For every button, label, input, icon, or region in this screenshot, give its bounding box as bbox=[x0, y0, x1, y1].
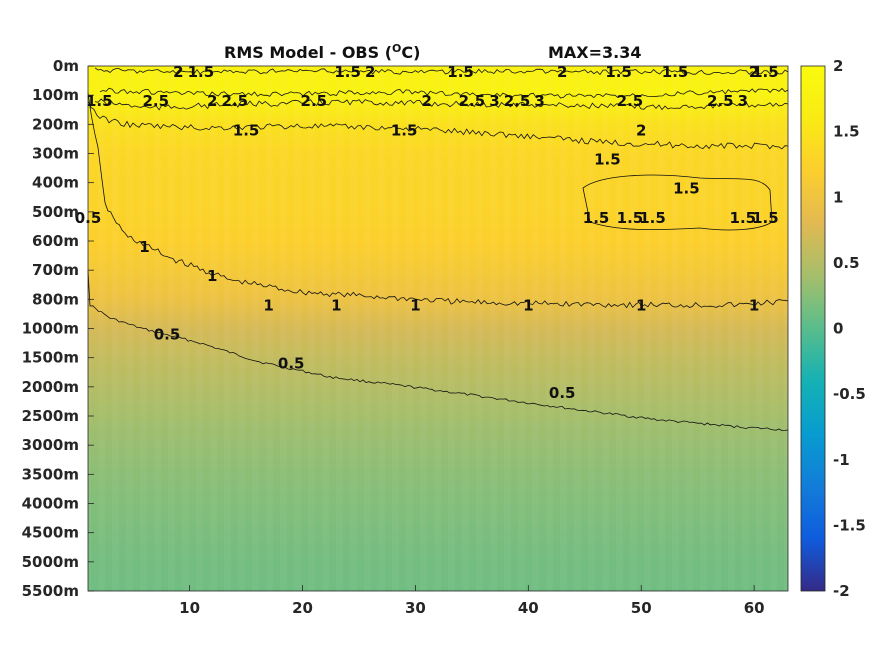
contour-label: 1 bbox=[207, 267, 217, 285]
y-tick-label: 500m bbox=[32, 203, 79, 221]
x-tick-label: 30 bbox=[405, 599, 426, 617]
contour-label: 1.5 bbox=[233, 121, 260, 139]
colorbar-tick-label: 0 bbox=[833, 320, 843, 338]
colorbar: 2 1.5 1 0.5 0 -0.5 -1 -1.5 -2 bbox=[800, 57, 866, 600]
contour-label: 1.5 bbox=[447, 63, 474, 81]
contour-2-line bbox=[94, 98, 789, 111]
y-tick-label: 4000m bbox=[22, 495, 79, 513]
x-tick-label: 60 bbox=[744, 599, 765, 617]
contour-label: 1.5 bbox=[730, 209, 757, 227]
y-tick-label: 800m bbox=[32, 290, 79, 308]
y-tick-label: 1500m bbox=[22, 349, 79, 367]
contour-label: 2 bbox=[749, 63, 759, 81]
colorbar-fill bbox=[800, 65, 826, 592]
x-tick-label: 10 bbox=[179, 599, 200, 617]
y-tick-label: 300m bbox=[32, 145, 79, 163]
y-tick-label: 0m bbox=[53, 57, 79, 75]
contour-label: 1.5 bbox=[86, 92, 113, 110]
colorbar-tick-label: -0.5 bbox=[833, 385, 866, 403]
contour-label: 2 bbox=[173, 63, 183, 81]
y-tick-label: 400m bbox=[32, 174, 79, 192]
contour-label: 2.5 bbox=[617, 92, 644, 110]
contour-label: 1.5 bbox=[639, 209, 666, 227]
contour-label: 1 bbox=[410, 296, 420, 314]
contour-label: 2.5 bbox=[707, 92, 734, 110]
contour-label: 2 bbox=[421, 92, 431, 110]
contour-label: 2 bbox=[207, 92, 217, 110]
contour-label: 2 bbox=[636, 121, 646, 139]
contour-label: 1.5 bbox=[188, 63, 215, 81]
contour-label: 2 bbox=[365, 63, 375, 81]
contour-label: 0.5 bbox=[154, 326, 181, 344]
heatmap-texture bbox=[88, 66, 788, 591]
contour-label: 2.5 bbox=[504, 92, 531, 110]
contour-label: 0.5 bbox=[549, 384, 576, 402]
contour-lines bbox=[87, 67, 789, 432]
y-tick-label: 200m bbox=[32, 115, 79, 133]
y-tick-label: 3000m bbox=[22, 436, 79, 454]
contour-label: 2.5 bbox=[459, 92, 486, 110]
contour-label: 2.5 bbox=[301, 92, 328, 110]
contour-label: 1.5 bbox=[594, 151, 621, 169]
contour-label: 3 bbox=[489, 92, 499, 110]
y-tick-label: 100m bbox=[32, 86, 79, 104]
x-tick-label: 50 bbox=[631, 599, 652, 617]
colorbar-tick-label: -2 bbox=[833, 582, 850, 600]
contour-label: 1 bbox=[523, 296, 533, 314]
contour-label: 1.5 bbox=[605, 63, 632, 81]
contour-label: 2 bbox=[557, 63, 567, 81]
colorbar-tick-label: 2 bbox=[833, 57, 843, 75]
contour-label: 1.5 bbox=[617, 209, 644, 227]
y-tick-label: 1000m bbox=[22, 320, 79, 338]
chart-title: RMS Model - OBS (OC) bbox=[224, 42, 420, 62]
colorbar-tick-label: 0.5 bbox=[833, 254, 860, 272]
colorbar-ticks: 2 1.5 1 0.5 0 -0.5 -1 -1.5 -2 bbox=[833, 57, 866, 600]
x-tick-label: 40 bbox=[518, 599, 539, 617]
contour-label: 1.5 bbox=[391, 121, 418, 139]
contour-label: 2.5 bbox=[221, 92, 248, 110]
colorbar-tick-label: 1 bbox=[833, 188, 843, 206]
x-axis: 10 20 30 40 50 60 bbox=[179, 585, 765, 617]
y-tick-label: 3500m bbox=[22, 465, 79, 483]
contour-label: 2.5 bbox=[142, 92, 169, 110]
y-tick-label: 700m bbox=[32, 261, 79, 279]
contour-label: 3 bbox=[738, 92, 748, 110]
contour-label: 1.5 bbox=[662, 63, 689, 81]
contour-surface-line bbox=[94, 67, 789, 76]
colorbar-tick-label: 1.5 bbox=[833, 123, 860, 141]
contour-label: 1 bbox=[749, 296, 759, 314]
contour-1-line bbox=[87, 92, 789, 309]
y-tick-label: 4500m bbox=[22, 524, 79, 542]
y-tick-label: 5000m bbox=[22, 553, 79, 571]
contour-label: 1.5 bbox=[752, 209, 779, 227]
colorbar-tick-label: -1.5 bbox=[833, 516, 866, 534]
contour-label: 1.5 bbox=[673, 180, 700, 198]
plot-area: 1.522.5 2.52 2.51.5 2 1.52.5 3 2.5 32 1.52 2.521.… bbox=[75, 63, 789, 592]
contour-1-5-closed-line bbox=[582, 174, 773, 231]
contour-label: 3 bbox=[534, 92, 544, 110]
contour-label: 1.5 bbox=[752, 63, 779, 81]
contour-labels: 1.522.5 2.52 2.51.5 2 1.52.5 3 2.5 32 1.52 2.521.… bbox=[75, 63, 779, 402]
y-axis: 0m 100m 200m 300m 400m 500m 600m 700m 800m 1000m 1… bbox=[22, 57, 94, 600]
contour-label: 1.5 bbox=[334, 63, 361, 81]
contour-label: 1 bbox=[139, 238, 149, 256]
contour-label: 1 bbox=[636, 296, 646, 314]
y-tick-label: 2500m bbox=[22, 407, 79, 425]
contour-label: 0.5 bbox=[278, 355, 305, 373]
contour-2-5-line bbox=[99, 87, 789, 99]
colorbar-tick-label: -1 bbox=[833, 451, 850, 469]
contour-label: 1.5 bbox=[583, 209, 610, 227]
contour-0-5-line bbox=[87, 270, 789, 432]
x-tick-label: 20 bbox=[292, 599, 313, 617]
y-tick-label: 600m bbox=[32, 232, 79, 250]
contour-1-5-line bbox=[87, 101, 789, 150]
contour-label: 1 bbox=[331, 296, 341, 314]
chart-max-label: MAX=3.34 bbox=[548, 43, 642, 62]
y-tick-label: 2000m bbox=[22, 378, 79, 396]
contour-label: 1 bbox=[263, 296, 273, 314]
y-tick-label: 5500m bbox=[22, 582, 79, 600]
